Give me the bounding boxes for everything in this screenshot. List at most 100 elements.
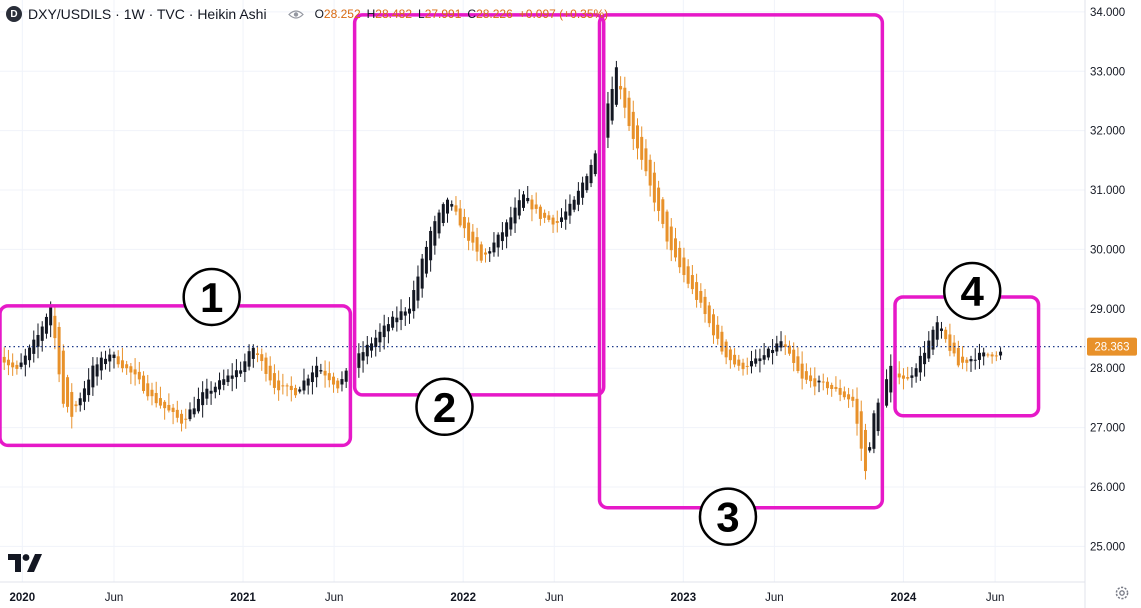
candle-body (711, 314, 715, 336)
candle-body (154, 392, 158, 404)
candle-body (914, 368, 918, 377)
candle-body (184, 418, 188, 420)
candle-body (49, 306, 53, 326)
candle-body (412, 290, 416, 312)
candle-body (509, 217, 513, 230)
candle-body (471, 231, 475, 243)
candle-body (66, 377, 70, 407)
candle-body (357, 353, 361, 368)
candle-body (260, 354, 264, 362)
candle-body (737, 359, 741, 366)
candle-body (707, 305, 711, 324)
candle-body (741, 362, 745, 370)
candle-body (268, 365, 272, 381)
candle-body (783, 344, 787, 347)
candle-body (74, 404, 78, 407)
candle-body (699, 291, 703, 303)
open-label: O (314, 7, 324, 21)
candle-body (847, 394, 851, 400)
candle-body (640, 136, 644, 160)
candle-body (454, 205, 458, 212)
candle-body (247, 351, 251, 367)
candle-body (28, 347, 32, 361)
candle-body (125, 364, 129, 369)
price-axis[interactable]: 34.000 33.000 32.000 31.000 30.000 29.000 28.0… (1090, 7, 1125, 553)
annotation-box-2 (352, 13, 606, 397)
candle-body (522, 194, 526, 208)
candle-body (682, 257, 686, 276)
candle-body (53, 315, 57, 339)
candle-body (395, 317, 399, 323)
candle-body (906, 377, 910, 379)
candle-body (234, 370, 238, 378)
candle-body (484, 252, 488, 255)
candle-body (488, 251, 492, 254)
grid (0, 0, 1085, 582)
eye-icon[interactable] (287, 7, 305, 21)
candle-body (935, 322, 939, 340)
candle-body (36, 334, 40, 347)
candle-body (505, 222, 509, 237)
candle-body (496, 234, 500, 248)
candle-body (209, 390, 213, 394)
candle-body (382, 325, 386, 338)
candle-body (277, 380, 281, 391)
candle-body (222, 379, 226, 385)
candle-body (923, 352, 927, 365)
candle-body (336, 380, 340, 389)
candle-body (120, 360, 124, 369)
annotation-box-1 (0, 304, 353, 448)
candle-body (323, 370, 327, 376)
price-tick-label: 25.000 (1090, 541, 1125, 553)
candle-body (551, 217, 555, 225)
chart-legend: D DXY/USDILS · 1W · TVC · Heikin Ashi O2… (6, 4, 608, 24)
candle-body (226, 375, 230, 383)
candle-body (171, 407, 175, 413)
candle-body (298, 389, 302, 392)
candle-body (606, 103, 610, 138)
price-tick-label: 28.000 (1090, 363, 1125, 375)
candle-body (901, 375, 905, 379)
candle-body (851, 396, 855, 401)
candle-body (32, 339, 36, 354)
candle-body (281, 385, 285, 387)
candle-body (11, 362, 15, 368)
candle-body (635, 125, 639, 149)
candle-body (813, 378, 817, 387)
candle-body (319, 370, 323, 372)
candle-body (830, 384, 834, 389)
open-value: 28.252 (323, 7, 361, 21)
tradingview-logo-icon[interactable] (8, 553, 42, 578)
candle-body (842, 391, 846, 398)
last-price-badge: 28.363 (1087, 337, 1137, 356)
candle-body (365, 344, 369, 357)
candle-body (673, 238, 677, 258)
candle-body (196, 398, 200, 412)
candle-body (825, 381, 829, 389)
gear-icon[interactable] (1113, 584, 1131, 602)
candle-body (834, 386, 838, 389)
candle-body (969, 359, 973, 362)
candle-body (990, 354, 994, 357)
candle-body (429, 230, 433, 261)
candle-body (754, 358, 758, 364)
candle-body (644, 148, 648, 172)
candle-body (787, 345, 791, 354)
candle-body (910, 375, 914, 378)
candle-body (918, 355, 922, 373)
candle-body (158, 398, 162, 406)
symbol-badge[interactable]: D (6, 6, 22, 22)
candle-body (779, 341, 783, 348)
time-axis[interactable]: 2020 Jun 2021 Jun 2022 Jun 2023 Jun 2024 Jun (10, 592, 1005, 604)
candle-body (310, 372, 314, 383)
annotation-boxes (0, 13, 1041, 510)
high-readout: H28.482 (367, 7, 412, 21)
legend-title[interactable]: DXY/USDILS · 1W · TVC · Heikin Ashi (28, 6, 267, 22)
candle-body (492, 242, 496, 253)
candle-body (188, 409, 192, 420)
candle-body (327, 373, 331, 381)
candle-body (589, 164, 593, 184)
candle-body (576, 190, 580, 205)
candle-body (378, 331, 382, 343)
